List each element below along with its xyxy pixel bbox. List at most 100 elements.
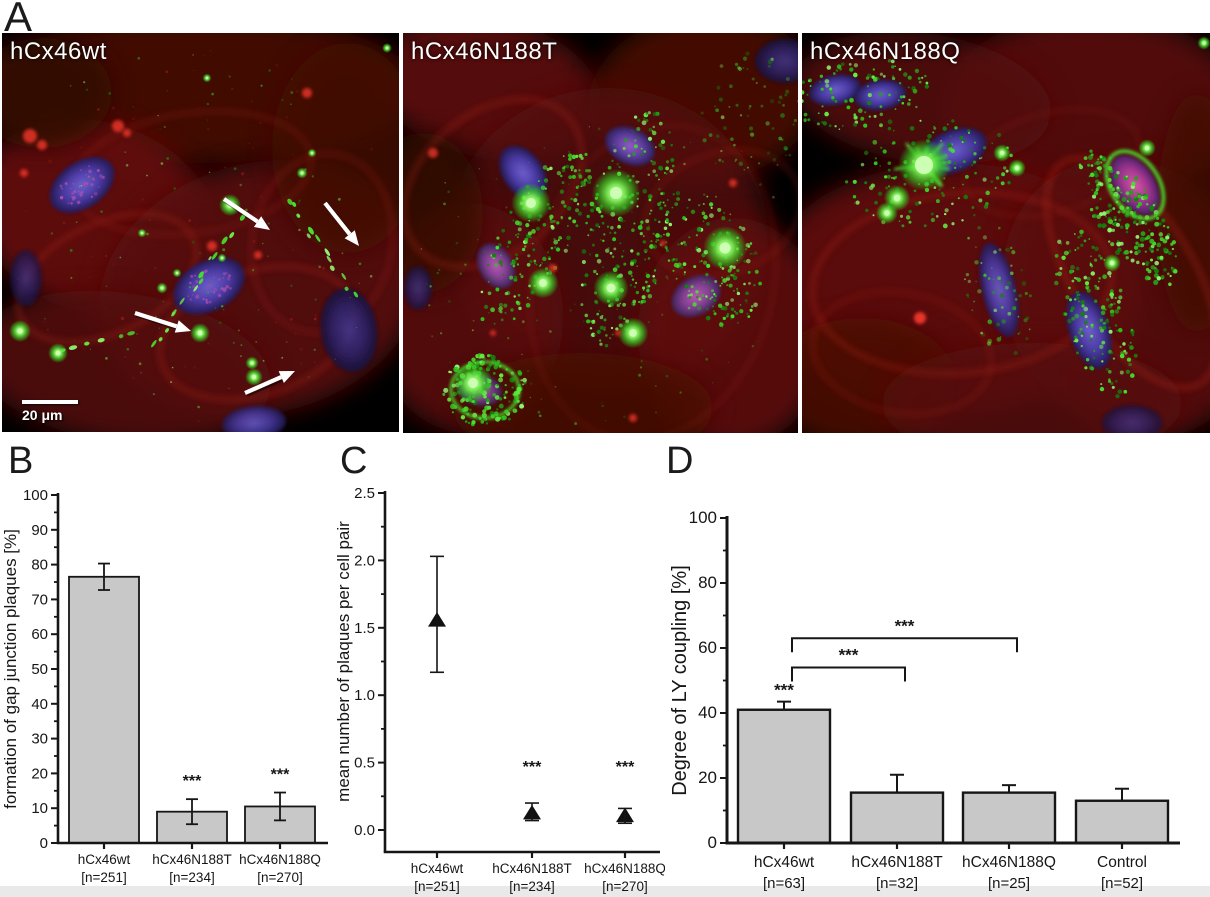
nuclei	[10, 157, 378, 432]
svg-text:20: 20	[31, 765, 48, 782]
significance-marks: *** ***	[183, 767, 290, 791]
svg-text:hCx46N188Q: hCx46N188Q	[962, 854, 1056, 871]
svg-text:80: 80	[31, 557, 48, 574]
page-edge-strip	[0, 886, 1210, 897]
svg-text:***: ***	[183, 773, 202, 790]
svg-text:40: 40	[698, 703, 717, 722]
svg-text:0.5: 0.5	[354, 755, 375, 772]
y-axis-label: Degree of LY coupling [%]	[669, 565, 691, 796]
gap-junction-plaques-green	[9, 43, 392, 409]
micrograph-canvas	[403, 33, 798, 433]
scale-bar-label: 20 μm	[22, 407, 63, 423]
category-labels: hCx46wt [n=63] hCx46N188T [n=32] hCx46N188Q […	[754, 854, 1147, 892]
scale-bar	[22, 400, 78, 404]
micrograph-canvas	[802, 33, 1210, 433]
svg-text:1.5: 1.5	[354, 620, 375, 637]
micrograph-hcx46n188q: hCx46N188Q	[802, 33, 1210, 433]
tick-labels: 0.0 0.5 1.0 1.5 2.0 2.5	[354, 485, 375, 839]
micrograph-title: hCx46N188T	[411, 38, 558, 65]
chart-c: 0.0 0.5 1.0 1.5 2.0 2.5 hCx46wt [n=251] hCx46N18…	[335, 485, 665, 894]
category-labels: hCx46wt [n=251] hCx46N188T [n=234] hCx46N188…	[78, 852, 321, 885]
svg-text:***: ***	[774, 681, 794, 700]
intracellular-green-reticulum	[420, 51, 798, 427]
svg-text:1.0: 1.0	[354, 687, 375, 704]
y-axis-label: formation of gap junction plaques [%]	[1, 529, 20, 809]
svg-text:40: 40	[31, 696, 48, 713]
svg-text:0: 0	[40, 835, 48, 852]
svg-text:0: 0	[708, 833, 717, 852]
svg-text:***: ***	[271, 767, 290, 784]
svg-text:[n=25]: [n=25]	[988, 875, 1030, 892]
svg-text:[n=234]: [n=234]	[509, 879, 554, 894]
svg-text:2.0: 2.0	[354, 552, 375, 569]
svg-text:[n=234]: [n=234]	[169, 870, 214, 885]
axes	[51, 493, 328, 849]
svg-text:[n=63]: [n=63]	[763, 875, 805, 892]
series	[736, 708, 1170, 845]
svg-text:100: 100	[689, 508, 717, 527]
svg-text:10: 10	[31, 800, 48, 817]
svg-text:70: 70	[31, 591, 48, 608]
svg-text:60: 60	[698, 638, 717, 657]
panel-label-d: D	[666, 440, 694, 482]
micrograph-hcx46wt: hCx46wt 20 μm	[2, 33, 399, 432]
nuclei	[809, 74, 1162, 433]
svg-text:***: ***	[839, 646, 859, 665]
error-bars	[430, 555, 632, 825]
svg-text:0.0: 0.0	[354, 822, 375, 839]
red-cytoplasm	[2, 33, 399, 432]
tick-labels: 0 10 20 30 40 50 60 70 80 90 100	[23, 487, 48, 852]
svg-text:hCx46N188T: hCx46N188T	[851, 854, 943, 871]
plaque-arrows	[134, 197, 359, 397]
series	[428, 612, 634, 823]
red-puncta	[428, 148, 737, 422]
svg-text:[n=270]: [n=270]	[602, 879, 647, 894]
svg-text:60: 60	[31, 626, 48, 643]
svg-text:Control: Control	[1097, 854, 1147, 871]
panel-label-c: C	[340, 440, 368, 482]
significance-marks: *** ***	[523, 759, 635, 776]
axes	[378, 491, 660, 858]
red-puncta	[20, 88, 312, 259]
chart-d: 0 20 40 60 80 100 hCx46wt [n=63] hCx46N188T [n=32…	[669, 508, 1180, 892]
svg-text:30: 30	[31, 731, 48, 748]
micrograph-canvas	[2, 33, 399, 432]
micrograph-title: hCx46wt	[10, 38, 107, 65]
svg-text:hCx46N188Q: hCx46N188Q	[239, 852, 321, 867]
svg-text:90: 90	[31, 522, 48, 539]
svg-text:50: 50	[31, 661, 48, 678]
svg-text:hCx46wt: hCx46wt	[411, 861, 464, 876]
svg-text:hCx46wt: hCx46wt	[754, 854, 815, 871]
svg-text:80: 80	[698, 573, 717, 592]
svg-text:20: 20	[698, 768, 717, 787]
svg-text:hCx46N188Q: hCx46N188Q	[584, 861, 665, 876]
green-starburst	[894, 139, 951, 191]
svg-text:[n=270]: [n=270]	[257, 870, 302, 885]
intracellular-green-reticulum	[802, 36, 1210, 399]
svg-text:hCx46wt: hCx46wt	[78, 852, 131, 867]
svg-text:***: ***	[523, 759, 542, 776]
panel-label-b: B	[8, 440, 34, 482]
svg-text:hCx46N188T: hCx46N188T	[152, 852, 232, 867]
panel-label-a: A	[4, 0, 33, 40]
category-labels: hCx46wt [n=251] hCx46N188T [n=234] hCx46N188…	[411, 861, 665, 894]
svg-text:[n=251]: [n=251]	[81, 870, 126, 885]
error-bars	[777, 700, 1129, 801]
svg-text:2.5: 2.5	[354, 485, 375, 502]
error-bars	[98, 562, 286, 826]
svg-text:***: ***	[616, 759, 635, 776]
axes	[720, 516, 1180, 849]
svg-text:[n=251]: [n=251]	[414, 879, 459, 894]
micrograph-hcx46n188t: hCx46N188T	[403, 33, 798, 433]
micrograph-title: hCx46N188Q	[810, 38, 961, 65]
tick-labels: 0 20 40 60 80 100	[689, 508, 717, 852]
svg-text:100: 100	[23, 487, 48, 504]
svg-text:[n=32]: [n=32]	[876, 875, 918, 892]
svg-text:hCx46N188T: hCx46N188T	[492, 861, 572, 876]
svg-text:***: ***	[895, 616, 915, 635]
svg-text:[n=52]: [n=52]	[1101, 875, 1143, 892]
significance-marks: *** *** ***	[774, 616, 1018, 700]
y-axis-label: mean number of plaques per cell pair	[335, 521, 353, 802]
chart-b: 0102030405060708090100hCx46wt[n=251]hCx4…	[1, 487, 328, 885]
